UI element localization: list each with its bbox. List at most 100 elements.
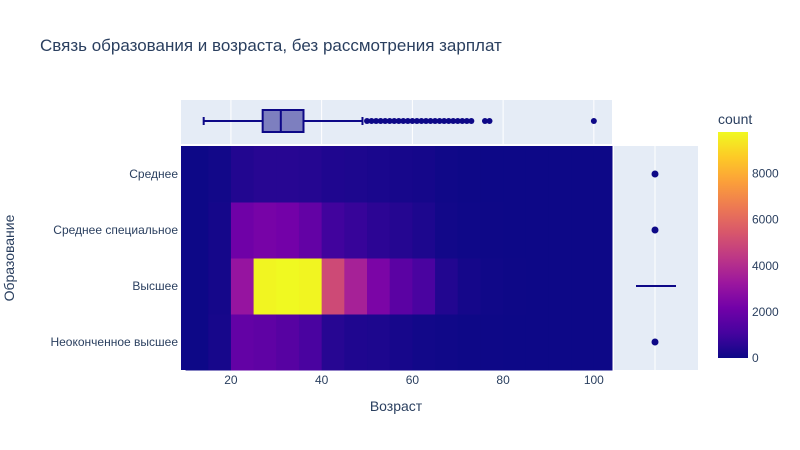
heatmap-cell	[276, 202, 300, 259]
heatmap-cell	[276, 314, 300, 371]
box-outlier-point	[404, 118, 411, 124]
marginal-y-point	[651, 338, 659, 346]
heatmap-cell	[548, 258, 572, 315]
heatmap-cell	[253, 202, 277, 259]
heatmap-cell	[480, 202, 504, 259]
box-outlier-point	[395, 118, 402, 124]
box-outlier-point	[373, 118, 380, 124]
heatmap-cell	[593, 146, 613, 203]
heatmap-cell	[298, 202, 323, 259]
heatmap-cell	[230, 202, 255, 259]
heatmap-cell	[298, 314, 323, 371]
heatmap-cell	[253, 258, 277, 315]
heatmap-cell	[571, 146, 595, 203]
heatmap-cell	[185, 314, 209, 371]
heatmap-cell	[593, 258, 613, 315]
heatmap-cell	[185, 202, 209, 259]
box-outlier-point	[368, 118, 375, 124]
heatmap-cell	[503, 314, 527, 371]
heatmap-cell	[457, 146, 481, 203]
x-tick-label: 60	[406, 373, 420, 387]
heatmap-cell	[525, 314, 549, 371]
heatmap-cell	[412, 202, 436, 259]
box-outlier-point	[459, 118, 466, 124]
y-tick-label: Среднее	[129, 167, 178, 181]
heatmap-cell	[230, 314, 255, 371]
box-outlier-point	[450, 118, 457, 124]
heatmap-cell	[412, 314, 436, 371]
heatmap-cell	[230, 258, 255, 315]
heatmap-cell	[321, 146, 345, 203]
heatmap-cell	[435, 258, 459, 315]
heatmap-cell	[571, 258, 595, 315]
heatmap-cell	[389, 202, 413, 259]
marginal-box-plot	[202, 109, 597, 133]
heatmap-cell	[208, 202, 232, 259]
box-outlier-point	[441, 118, 448, 124]
heatmap-cell	[571, 314, 595, 371]
box-outlier-point	[418, 118, 425, 124]
heatmap-cell	[389, 258, 413, 315]
heatmap-cell	[367, 202, 391, 259]
heatmap-cell	[435, 146, 459, 203]
heatmap-cell	[548, 202, 572, 259]
colorbar-tick-label: 6000	[752, 213, 779, 227]
heatmap-cell	[593, 314, 613, 371]
box-outlier-point	[427, 118, 434, 124]
x-tick-label: 40	[315, 373, 329, 387]
heatmap-cell	[435, 314, 459, 371]
box-outlier-point	[409, 118, 416, 124]
box-outlier-point	[377, 118, 384, 124]
heatmap-cell	[525, 146, 549, 203]
heatmap-cell	[253, 314, 277, 371]
heatmap-cell	[344, 202, 368, 259]
box-outlier-point	[364, 118, 371, 124]
box-outlier-point	[463, 118, 470, 124]
box-outlier-point	[454, 118, 461, 124]
heatmap-cell	[593, 202, 613, 259]
heatmap-cell	[480, 258, 504, 315]
colorbar-tick-label: 0	[752, 351, 759, 365]
marginal-y-background	[614, 146, 698, 370]
heatmap-cell	[503, 202, 527, 259]
heatmap-cell	[253, 146, 277, 203]
x-tick-label: 20	[224, 373, 238, 387]
heatmap-cell	[480, 314, 504, 371]
box-outlier-point	[422, 118, 429, 124]
heatmap-cell	[548, 314, 572, 371]
x-tick-label: 80	[496, 373, 510, 387]
heatmap-cell	[412, 258, 436, 315]
heatmap-cell	[367, 146, 391, 203]
y-tick-label: Неоконченное высшее	[50, 335, 178, 349]
heatmap-cell	[389, 314, 413, 371]
heatmap-cell	[525, 258, 549, 315]
box-outlier-point	[413, 118, 420, 124]
heatmap-cell	[321, 202, 345, 259]
heatmap-cell	[367, 314, 391, 371]
heatmap-cell	[367, 258, 391, 315]
heatmap-cell	[548, 146, 572, 203]
chart-title: Связь образования и возраста, без рассмо…	[40, 36, 502, 55]
y-tick-label: Среднее специальное	[53, 223, 178, 237]
heatmap-cell	[321, 314, 345, 371]
heatmap	[181, 146, 613, 371]
heatmap-cell	[276, 146, 300, 203]
heatmap-cell	[208, 258, 232, 315]
heatmap-cell	[208, 146, 232, 203]
heatmap-cell	[389, 146, 413, 203]
heatmap-cell	[457, 202, 481, 259]
y-tick-label: Высшее	[132, 279, 178, 293]
heatmap-cell	[525, 202, 549, 259]
heatmap-cell	[230, 146, 255, 203]
heatmap-cell	[457, 258, 481, 315]
box-outlier-point	[436, 118, 443, 124]
box-outlier-point	[486, 118, 493, 124]
box-outlier-point	[382, 118, 389, 124]
heatmap-cell	[298, 258, 323, 315]
heatmap-cell	[344, 258, 368, 315]
box-outlier-point	[391, 118, 398, 124]
marginal-y-point	[651, 226, 659, 234]
colorbar-title: count	[718, 111, 752, 127]
marginal-y-point	[651, 170, 659, 178]
